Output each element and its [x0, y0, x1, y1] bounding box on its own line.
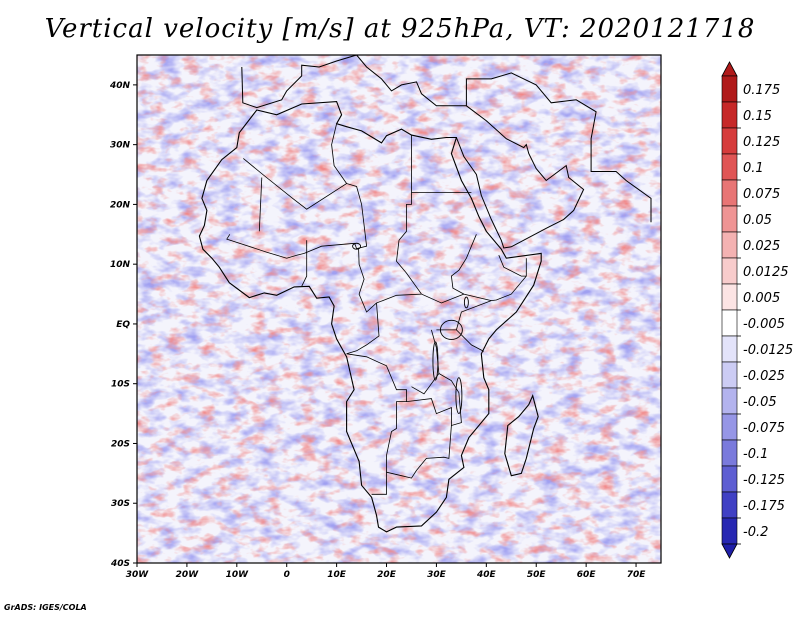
chart-title: Vertical velocity [m/s] at 925hPa, VT: 2…	[44, 14, 756, 44]
country-border	[436, 258, 527, 331]
lon-tick-label: 20E	[377, 570, 397, 580]
axes: 30W 20W 10W 0 10E 20E 30E 40E 50E 60E 70E 40N 30N 20N…	[109, 81, 646, 580]
lat-tick-label: 20S	[111, 439, 130, 449]
madagascar-coastline	[504, 394, 539, 477]
colorbar-label: -0.175	[743, 499, 785, 514]
colorbar-swatch	[721, 491, 738, 519]
country-border	[456, 329, 484, 352]
lon-tick-label: 50E	[527, 570, 547, 580]
lon-tick-label: 30E	[427, 570, 447, 580]
lon-tick-label: 60E	[577, 570, 597, 580]
colorbar-label: -0.05	[743, 395, 777, 410]
lat-tick-label: 10N	[110, 260, 131, 270]
lat-tick-label: 40S	[110, 559, 130, 569]
lon-tick-label: 10W	[226, 570, 250, 580]
colorbar-label: -0.1	[743, 447, 768, 462]
lake-outline	[463, 296, 469, 309]
colorbar-label: -0.2	[743, 525, 768, 540]
arabia-coastline	[455, 105, 585, 249]
colorbar-label: 0.005	[743, 291, 780, 306]
colorbar-label: -0.005	[743, 317, 785, 332]
colorbar-swatch	[721, 127, 738, 155]
colorbar-swatch	[721, 205, 738, 233]
lat-tick-label: EQ	[116, 320, 130, 330]
coastlines-and-borders	[198, 55, 652, 533]
country-border	[411, 373, 440, 395]
country-border	[396, 135, 465, 304]
lake-outline	[455, 377, 463, 415]
eurasia-coastline	[241, 55, 652, 223]
colorbar-label: 0.0125	[743, 265, 789, 280]
country-border	[498, 255, 527, 277]
lon-tick-label: 40E	[476, 570, 497, 580]
colorbar-label: 0.075	[743, 187, 780, 202]
lake-outline	[439, 319, 463, 340]
upward-motion-field	[137, 55, 661, 563]
colorbar-label: 0.125	[743, 135, 780, 150]
country-border	[243, 158, 368, 250]
colorbar-label: -0.125	[743, 473, 785, 488]
colorbar-swatch	[721, 179, 738, 207]
lon-tick-label: 10E	[327, 570, 347, 580]
lon-tick-label: 20W	[176, 570, 200, 580]
colorbar-label: 0.025	[743, 239, 780, 254]
country-border	[258, 177, 263, 232]
lat-tick-label: 40N	[109, 81, 131, 91]
colorbar-swatch	[721, 465, 738, 493]
colorbar-label: -0.075	[743, 421, 785, 436]
lon-tick-label: 30W	[126, 570, 150, 580]
colorbar-label: 0.15	[743, 109, 772, 124]
africa-coastline	[198, 101, 542, 533]
country-border	[358, 249, 422, 313]
lat-tick-label: 30N	[110, 141, 131, 151]
colorbar-swatch	[721, 283, 738, 311]
colorbar-top-arrow	[721, 61, 738, 77]
country-border	[331, 123, 347, 184]
country-border	[386, 398, 452, 479]
colorbar-label: 0.1	[743, 161, 764, 176]
lake-outline	[352, 242, 362, 250]
country-border	[450, 234, 492, 301]
colorbar-swatch	[721, 257, 738, 285]
colorbar-label: 0.175	[743, 83, 780, 98]
colorbar-swatch	[721, 101, 738, 129]
colorbar-swatch	[721, 153, 738, 181]
country-border	[431, 329, 462, 426]
colorbar-swatch	[721, 517, 738, 545]
lon-tick-label: 70E	[627, 570, 647, 580]
colorbar-swatch	[721, 387, 738, 415]
country-border	[226, 234, 355, 259]
colorbar-swatch	[721, 335, 738, 363]
lat-tick-label: 10S	[111, 380, 130, 390]
lon-tick-label: 0	[284, 570, 290, 580]
credit-label: GrADS: IGES/COLA	[4, 603, 87, 612]
colorbar: 0.175 0.15 0.125 0.1 0.075 0.05 0.025 0.0125 0.0…	[721, 61, 793, 559]
country-border	[346, 302, 380, 355]
lake-outline	[432, 341, 439, 381]
colorbar-label: -0.0125	[743, 343, 793, 358]
lat-tick-label: 20N	[110, 200, 131, 210]
colorbar-swatch	[721, 439, 738, 467]
country-border	[301, 240, 308, 287]
plot-frame	[136, 54, 662, 564]
colorbar-label: -0.025	[743, 369, 785, 384]
colorbar-swatch	[721, 231, 738, 259]
colorbar-swatch	[721, 361, 738, 389]
country-border	[346, 353, 407, 495]
colorbar-swatch	[721, 75, 738, 103]
colorbar-bottom-arrow	[721, 543, 738, 559]
colorbar-swatch	[721, 413, 738, 441]
lat-tick-label: 30S	[111, 499, 130, 509]
colorbar-swatch	[721, 309, 738, 337]
colorbar-label: 0.05	[743, 213, 772, 228]
